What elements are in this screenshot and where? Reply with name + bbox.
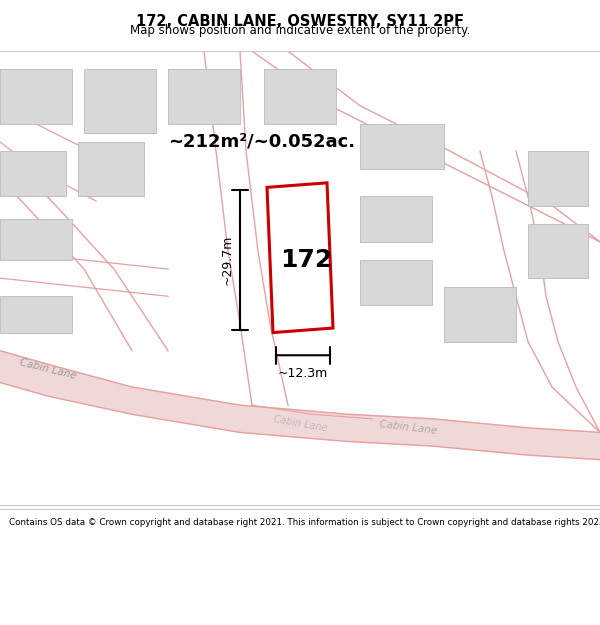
Polygon shape — [360, 196, 432, 242]
Polygon shape — [0, 219, 72, 260]
Polygon shape — [0, 151, 66, 196]
Polygon shape — [528, 224, 588, 278]
Text: ~29.7m: ~29.7m — [221, 235, 234, 285]
Text: Cabin Lane: Cabin Lane — [379, 419, 437, 436]
Polygon shape — [0, 69, 72, 124]
Polygon shape — [84, 69, 156, 133]
Text: Map shows position and indicative extent of the property.: Map shows position and indicative extent… — [130, 24, 470, 37]
Polygon shape — [528, 151, 588, 206]
Polygon shape — [267, 183, 333, 332]
Polygon shape — [168, 69, 240, 124]
Text: 172, CABIN LANE, OSWESTRY, SY11 2PF: 172, CABIN LANE, OSWESTRY, SY11 2PF — [136, 14, 464, 29]
Polygon shape — [360, 124, 444, 169]
Polygon shape — [0, 351, 600, 459]
Text: Contains OS data © Crown copyright and database right 2021. This information is : Contains OS data © Crown copyright and d… — [9, 518, 600, 528]
Text: 172: 172 — [280, 248, 332, 272]
Text: ~212m²/~0.052ac.: ~212m²/~0.052ac. — [168, 133, 355, 151]
Polygon shape — [360, 260, 432, 306]
Text: ~12.3m: ~12.3m — [278, 367, 328, 379]
Text: Cabin Lane: Cabin Lane — [272, 414, 328, 433]
Text: Cabin Lane: Cabin Lane — [19, 357, 77, 381]
Polygon shape — [0, 296, 72, 333]
Polygon shape — [444, 288, 516, 342]
Polygon shape — [78, 142, 144, 196]
Polygon shape — [264, 69, 336, 124]
